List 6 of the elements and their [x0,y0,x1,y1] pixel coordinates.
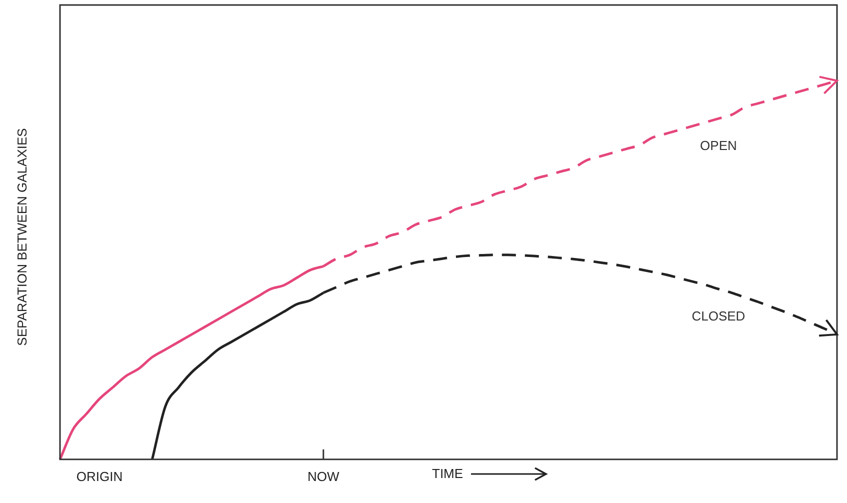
x-tick-label: ORIGIN [76,468,123,484]
x-axis-title: TIME [432,466,464,481]
series-label: CLOSED [692,308,746,324]
y-axis-title: SEPARATION BETWEEN GALAXIES [14,128,30,346]
series-label: OPEN [700,138,737,154]
x-tick-label: NOW [308,468,340,484]
